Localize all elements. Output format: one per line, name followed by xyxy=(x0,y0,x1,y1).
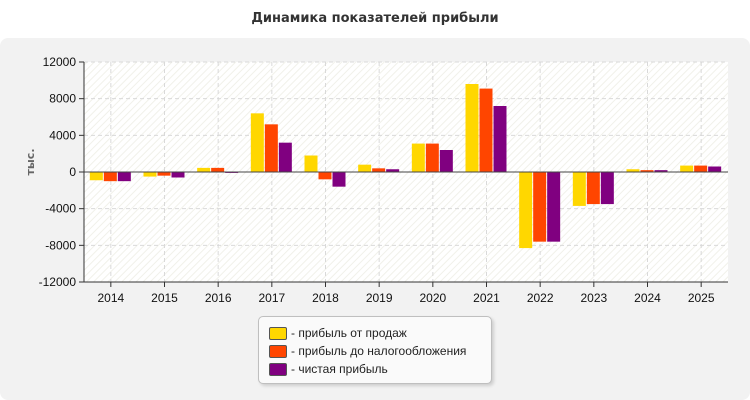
bar xyxy=(143,172,157,177)
x-tick-label: 2016 xyxy=(205,291,232,305)
bar xyxy=(250,113,264,172)
x-tick-label: 2015 xyxy=(151,291,178,305)
y-tick-label: -12000 xyxy=(39,275,77,289)
bar xyxy=(89,172,103,181)
x-tick-label: 2023 xyxy=(580,291,607,305)
bar xyxy=(600,172,614,205)
bar xyxy=(157,172,171,176)
bar xyxy=(372,168,386,172)
bar xyxy=(626,169,640,172)
chart-title: Динамика показателей прибыли xyxy=(251,11,499,26)
x-tick-label: 2021 xyxy=(473,291,500,305)
bar xyxy=(694,165,708,172)
bar xyxy=(211,167,225,172)
x-tick-label: 2024 xyxy=(634,291,661,305)
bar xyxy=(386,169,400,172)
bars-group xyxy=(84,84,728,249)
bar xyxy=(533,172,547,242)
x-tick-label: 2020 xyxy=(419,291,446,305)
y-tick-label: 0 xyxy=(69,165,76,179)
x-tick-label: 2017 xyxy=(258,291,285,305)
bar xyxy=(425,143,439,172)
x-tick-label: 2025 xyxy=(688,291,715,305)
bar xyxy=(278,142,292,172)
bar xyxy=(654,170,668,172)
legend-swatch xyxy=(269,362,287,376)
bar xyxy=(332,172,346,187)
bar xyxy=(479,88,493,172)
bar xyxy=(493,106,507,172)
bar xyxy=(411,143,425,172)
y-axis: 12000 8000 4000 0 -4000 -8000 -12000 xyxy=(39,55,85,289)
bar xyxy=(171,172,185,178)
legend-label: - прибыль до налогообложения xyxy=(291,344,467,358)
bar xyxy=(117,172,131,182)
y-tick-label: -8000 xyxy=(45,238,76,252)
bar xyxy=(439,150,453,172)
bar xyxy=(197,167,211,172)
bar xyxy=(547,172,561,242)
y-tick-label: 8000 xyxy=(49,92,76,106)
x-tick-label: 2019 xyxy=(366,291,393,305)
legend-swatch xyxy=(269,344,287,358)
bar xyxy=(586,172,600,205)
x-axis: 2014 2015 2016 2017 2018 2019 2020 2021 2022 2023… xyxy=(84,281,728,305)
bar xyxy=(304,155,318,172)
bar xyxy=(519,172,533,249)
legend-label: - чистая прибыль xyxy=(291,362,388,376)
bar xyxy=(264,124,278,172)
legend-item-pretax: - прибыль до налогообложения xyxy=(269,343,466,359)
bar xyxy=(103,172,117,182)
y-tick-label: -4000 xyxy=(45,202,76,216)
legend: - прибыль от продаж - прибыль до налогоо… xyxy=(258,316,492,384)
bar xyxy=(708,166,722,172)
legend-item-net: - чистая прибыль xyxy=(269,361,388,377)
x-tick-label: 2014 xyxy=(97,291,124,305)
bar xyxy=(358,164,372,172)
bar xyxy=(640,170,654,172)
bar xyxy=(465,84,479,172)
y-axis-label: тыс. xyxy=(24,148,37,175)
bar xyxy=(572,172,586,206)
y-tick-label: 12000 xyxy=(43,55,77,69)
bar xyxy=(680,165,694,172)
x-tick-label: 2018 xyxy=(312,291,339,305)
x-tick-label: 2022 xyxy=(527,291,554,305)
bar xyxy=(318,172,332,180)
legend-swatch xyxy=(269,326,287,340)
legend-item-sales: - прибыль от продаж xyxy=(269,325,407,341)
y-tick-label: 4000 xyxy=(49,128,76,142)
legend-label: - прибыль от продаж xyxy=(291,326,407,340)
